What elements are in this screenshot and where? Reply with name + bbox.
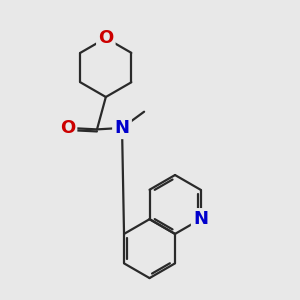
- Text: O: O: [98, 29, 113, 47]
- Text: O: O: [60, 119, 75, 137]
- Text: N: N: [115, 119, 130, 137]
- Text: N: N: [193, 210, 208, 228]
- Text: N: N: [115, 119, 130, 137]
